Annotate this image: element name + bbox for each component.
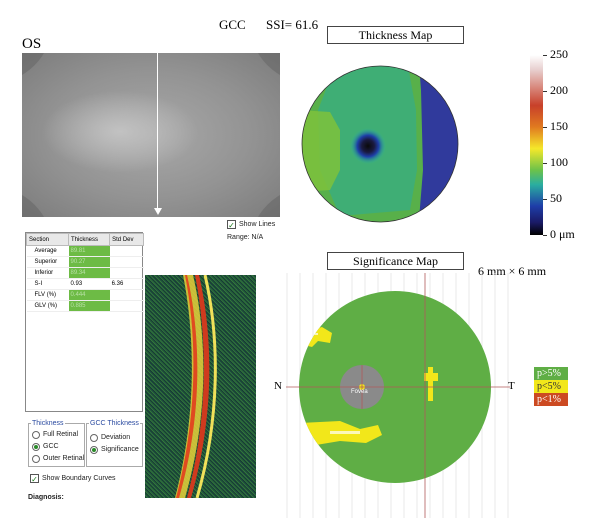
table-cell-section: GLV (%) (26, 300, 69, 312)
table-cell-std (109, 289, 144, 301)
radio-outer-retinal[interactable] (32, 455, 40, 463)
gcc-thickness-options-title: GCC Thickness (89, 420, 140, 427)
colorbar-tick (543, 91, 547, 92)
thickness-colorbar (530, 55, 543, 235)
oct-bscan-image[interactable] (145, 275, 256, 498)
thickness-table: Section Thickness Std Dev Average 89.81 Supe… (25, 232, 144, 412)
nasal-label: N (274, 380, 282, 392)
eye-label: OS (22, 36, 42, 52)
significance-legend: p>5% p<5% p<1% (534, 367, 568, 406)
table-cell-std (109, 267, 144, 279)
radio-full-retinal[interactable] (32, 431, 40, 439)
show-boundary-label: Show Boundary Curves (42, 475, 116, 482)
ssi-value: SSI= 61.6 (266, 17, 319, 32)
thickness-options-title: Thickness (31, 420, 65, 427)
legend-entry: p<1% (534, 393, 568, 406)
fovea-label: Fovea (351, 389, 368, 395)
significance-map-title: Significance Map (327, 252, 464, 270)
table-cell-thickness: 89.34 (68, 267, 110, 279)
legend-entry: p<5% (534, 380, 568, 393)
significance-map[interactable] (270, 273, 520, 518)
radio-label: GCC (43, 443, 59, 450)
scan-line[interactable] (157, 53, 158, 211)
table-header-cell[interactable]: Thickness (67, 233, 111, 246)
colorbar-tick (543, 235, 547, 236)
table-cell-thickness: 89.81 (68, 245, 110, 257)
table-cell-thickness: 0.444 (68, 289, 110, 301)
table-body: Average 89.81 Superior 90.27 Inferior 89.34 S-… (26, 245, 144, 312)
colorbar-tick-label: 150 (550, 119, 568, 133)
colorbar-tick-label: 250 (550, 47, 568, 61)
table-row: Superior 90.27 (26, 256, 144, 268)
table-cell-std (109, 245, 144, 257)
table-cell-thickness: 0.885 (68, 300, 110, 312)
table-cell-section: FLV (%) (26, 289, 69, 301)
table-cell-section: Inferior (26, 267, 69, 279)
scan-type-label: GCC (219, 17, 246, 32)
table-row: Inferior 89.34 (26, 267, 144, 279)
table-row: FLV (%) 0.444 (26, 289, 144, 301)
colorbar-tick-label: 100 (550, 155, 568, 169)
table-header-row: Section Thickness Std Dev (26, 233, 144, 246)
table-header-cell[interactable]: Std Dev (109, 233, 144, 246)
table-cell-section: Superior (26, 256, 69, 268)
radio-label: Outer Retinal (43, 455, 85, 462)
colorbar-tick-label: 0 μm (550, 227, 575, 241)
colorbar-tick (543, 55, 547, 56)
colorbar-tick-label: 200 (550, 83, 568, 97)
radio-label: Significance (101, 446, 139, 453)
table-cell-section: S-I (26, 278, 69, 290)
table-header-cell[interactable]: Section (26, 233, 69, 246)
show-boundary-checkbox[interactable]: ✓ (30, 474, 39, 484)
table-cell-thickness: 0.93 (68, 278, 110, 290)
fundus-image[interactable] (22, 53, 280, 217)
table-cell-section: Average (26, 245, 69, 257)
colorbar-tick (543, 127, 547, 128)
gcc-thickness-options-box (86, 423, 143, 467)
table-row: S-I 0.93 6.36 (26, 278, 144, 290)
legend-entry: p>5% (534, 367, 568, 380)
table-cell-thickness: 90.27 (68, 256, 110, 268)
table-cell-std (109, 256, 144, 268)
show-lines-label: Show Lines (239, 221, 276, 228)
diagnosis-label: Diagnosis: (28, 494, 64, 501)
table-row: GLV (%) 0.885 (26, 300, 144, 312)
colorbar-tick-label: 50 (550, 191, 562, 205)
temporal-label: T (508, 380, 515, 392)
thickness-map-title: Thickness Map (327, 26, 464, 44)
table-row: Average 89.81 (26, 245, 144, 257)
colorbar-tick (543, 199, 547, 200)
radio-significance[interactable] (90, 446, 98, 454)
scan-line-arrow-icon (154, 208, 162, 215)
show-lines-checkbox[interactable]: ✓ (227, 220, 236, 230)
radio-deviation[interactable] (90, 434, 98, 442)
radio-label: Full Retinal (43, 431, 79, 438)
radio-gcc[interactable] (32, 443, 40, 451)
colorbar-tick (543, 163, 547, 164)
table-cell-std: 6.36 (109, 278, 144, 290)
thickness-map[interactable] (300, 50, 460, 232)
table-cell-std (109, 300, 144, 312)
radio-label: Deviation (101, 434, 131, 441)
range-label: Range: N/A (227, 234, 264, 241)
